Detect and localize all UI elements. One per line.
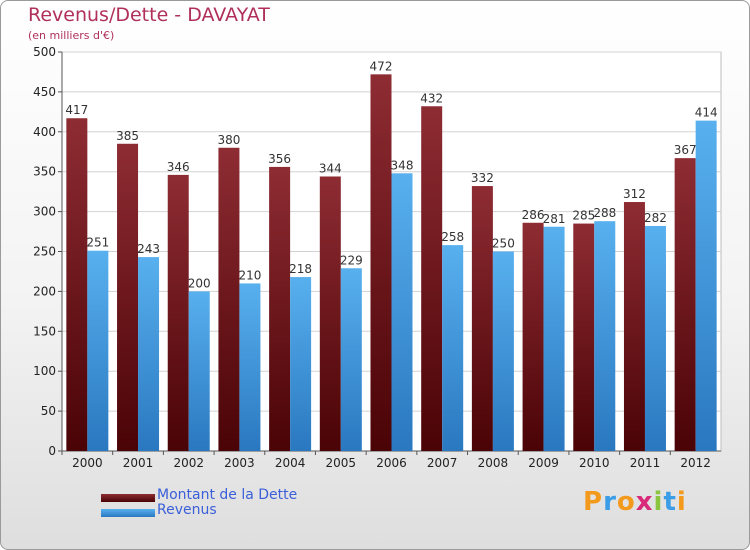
x-tick-label: 2001 [123, 456, 154, 470]
data-label-revenus-2009: 281 [543, 212, 566, 226]
data-label-dette-2011: 312 [623, 187, 646, 201]
y-tick-label: 150 [33, 324, 56, 338]
data-label-dette-2002: 346 [167, 160, 190, 174]
bar-dette-2000 [66, 118, 88, 451]
chart-title: Revenus/Dette - DAVAYAT [28, 4, 270, 26]
bar-revenus-2001 [138, 257, 160, 451]
x-tick-label: 2005 [326, 456, 357, 470]
legend-label-revenus: Revenus [157, 502, 217, 518]
bar-revenus-2002 [188, 291, 210, 451]
data-label-revenus-2004: 218 [289, 262, 312, 276]
bar-dette-2002 [167, 174, 189, 451]
data-label-dette-2009: 286 [522, 208, 545, 222]
y-tick-label: 400 [33, 125, 56, 139]
data-label-revenus-2006: 348 [391, 158, 414, 172]
proxiti-logo: Proxiti [583, 487, 687, 517]
bar-revenus-2007 [442, 245, 464, 451]
data-label-dette-2007: 432 [420, 91, 443, 105]
legend-swatch-revenus [101, 509, 155, 517]
chart-subtitle: (en milliers d'€) [28, 29, 115, 42]
bar-dette-2009 [522, 222, 544, 451]
bar-dette-2001 [117, 143, 139, 451]
data-label-dette-2004: 356 [268, 152, 291, 166]
bar-dette-2006 [370, 74, 392, 452]
data-label-dette-2003: 380 [217, 133, 240, 147]
bar-revenus-2011 [644, 225, 666, 451]
bar-dette-2007 [421, 106, 443, 451]
bar-revenus-2006 [391, 173, 413, 451]
legend-label-dette: Montant de la Dette [157, 487, 298, 503]
bar-dette-2012 [674, 158, 696, 451]
y-tick-label: 450 [33, 85, 56, 99]
data-label-revenus-2001: 243 [137, 242, 160, 256]
x-tick-label: 2006 [376, 456, 407, 470]
data-label-revenus-2012: 414 [695, 106, 718, 120]
y-tick-label: 100 [33, 364, 56, 378]
data-label-revenus-2008: 250 [492, 237, 515, 251]
bar-revenus-2005 [340, 268, 362, 451]
bar-revenus-2003 [239, 283, 261, 451]
data-label-revenus-2011: 282 [644, 211, 667, 225]
data-label-revenus-2005: 229 [340, 253, 363, 267]
data-label-dette-2000: 417 [65, 103, 88, 117]
bar-revenus-2010 [594, 221, 616, 451]
data-label-revenus-2010: 288 [593, 206, 616, 220]
bar-dette-2008 [471, 186, 493, 451]
x-tick-label: 2011 [630, 456, 661, 470]
y-tick-label: 250 [33, 245, 56, 259]
bar-dette-2011 [623, 202, 645, 451]
bar-revenus-2008 [492, 251, 514, 451]
x-tick-label: 2002 [173, 456, 204, 470]
x-tick-label: 2009 [528, 456, 559, 470]
bar-revenus-2009 [543, 226, 565, 451]
data-label-revenus-2000: 251 [86, 236, 109, 250]
y-tick-label: 500 [33, 45, 56, 59]
data-label-revenus-2003: 210 [238, 268, 261, 282]
x-tick-label: 2008 [478, 456, 509, 470]
data-label-dette-2006: 472 [370, 59, 393, 73]
x-tick-label: 2004 [275, 456, 306, 470]
bars [66, 74, 717, 452]
y-tick-label: 350 [33, 165, 56, 179]
bar-revenus-2000 [87, 250, 109, 451]
data-label-dette-2008: 332 [471, 171, 494, 185]
data-label-dette-2010: 285 [572, 209, 595, 223]
data-label-revenus-2002: 200 [188, 276, 211, 290]
legend-swatch-dette [101, 494, 155, 502]
bar-dette-2005 [319, 176, 341, 451]
x-tick-label: 2012 [680, 456, 711, 470]
y-tick-label: 50 [41, 404, 56, 418]
x-tick-label: 2010 [579, 456, 610, 470]
y-tick-label: 200 [33, 284, 56, 298]
y-tick-label: 0 [48, 444, 56, 458]
data-label-revenus-2007: 258 [441, 230, 464, 244]
bar-dette-2003 [218, 147, 240, 451]
y-tick-label: 300 [33, 205, 56, 219]
data-labels: 417 251 385 243 346 200 380 210 356 218 344 229 472 3… [65, 59, 717, 290]
x-tick-label: 2003 [224, 456, 255, 470]
bar-revenus-2012 [695, 120, 717, 452]
data-label-dette-2001: 385 [116, 129, 139, 143]
bar-dette-2010 [573, 223, 595, 451]
bar-revenus-2004 [290, 277, 312, 451]
data-label-dette-2005: 344 [319, 161, 342, 175]
x-tick-label: 2000 [72, 456, 103, 470]
x-tick-label: 2007 [427, 456, 458, 470]
data-label-dette-2012: 367 [674, 143, 697, 157]
bar-dette-2004 [269, 166, 291, 452]
